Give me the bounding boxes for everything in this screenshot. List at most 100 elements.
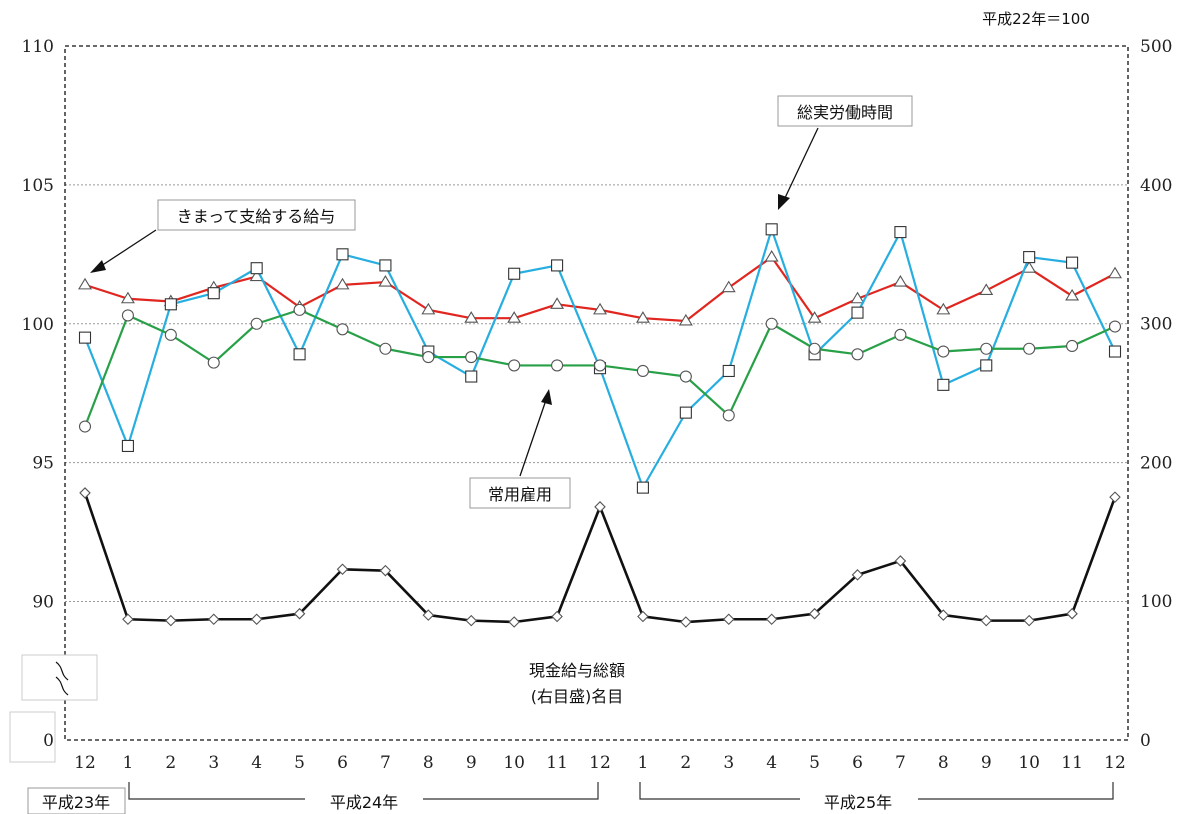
x-tick-label: 2 <box>165 753 176 773</box>
point-employment <box>422 351 435 364</box>
series-line-hours <box>83 228 1116 489</box>
point-hours <box>121 439 134 453</box>
point-cash <box>379 564 392 577</box>
point-cash <box>551 610 563 623</box>
point-cash <box>594 501 606 513</box>
point-hours <box>207 287 220 300</box>
point-cash <box>422 609 435 621</box>
year-brackets: 平成23年 平成24年 平成25年 <box>27 782 1114 814</box>
point-kimatte <box>678 313 693 326</box>
point-kimatte <box>1065 288 1080 301</box>
point-kimatte <box>120 291 135 304</box>
point-cash <box>680 616 692 628</box>
x-tick-label: 8 <box>938 753 949 773</box>
point-kimatte <box>507 311 522 323</box>
x-tick-label: 1 <box>638 753 649 773</box>
point-cash <box>207 613 220 626</box>
x-tick-label: 5 <box>809 753 820 773</box>
point-hours <box>937 378 950 391</box>
point-cash <box>980 614 993 627</box>
point-cash <box>79 487 91 499</box>
point-kimatte <box>378 275 393 287</box>
point-hours <box>722 364 735 378</box>
point-cash <box>894 555 907 567</box>
left-tick-label: 110 <box>22 37 54 57</box>
point-kimatte <box>979 283 994 295</box>
point-hours <box>250 262 263 275</box>
right-tick-label: 0 <box>1140 731 1151 751</box>
annotation-cash: 現金給与総額 (右目盛)名目 <box>529 661 625 706</box>
x-tick-label: 12 <box>74 753 96 773</box>
legend-label-cash-sub: (右目盛)名目 <box>531 687 624 706</box>
left-tick-label: 90 <box>32 593 54 613</box>
point-kimatte <box>593 302 607 315</box>
x-tick-label: 12 <box>1104 753 1126 773</box>
right-tick-label: 300 <box>1140 315 1172 335</box>
point-hours <box>636 481 649 494</box>
x-tick-label: 10 <box>1018 753 1040 773</box>
point-employment <box>722 409 735 422</box>
annotation-hours: 総実労働時間 <box>777 95 913 210</box>
point-employment <box>937 345 950 358</box>
point-kimatte <box>893 275 908 287</box>
right-tick-label: 100 <box>1140 592 1172 612</box>
x-tick-label: 3 <box>723 753 734 773</box>
legend-label-cash: 現金給与総額 <box>529 661 625 680</box>
point-employment <box>808 342 821 355</box>
annotation-kimatte: きまって支給する給与 <box>90 199 356 273</box>
point-hours <box>164 298 177 311</box>
point-cash <box>851 569 864 581</box>
left-tick-label: 95 <box>32 454 54 474</box>
x-tick-labels: 12 1 2 3 4 5 6 7 8 9 10 11 12 1 2 3 4 5 6 7 8 9 10 11 12 <box>74 753 1126 773</box>
point-hours <box>336 248 349 261</box>
point-cash <box>508 616 520 628</box>
point-employment <box>1066 339 1079 353</box>
point-employment <box>894 328 907 341</box>
point-hours <box>1066 256 1079 269</box>
plot-frame <box>64 45 1129 741</box>
point-kimatte <box>464 311 479 323</box>
point-cash <box>293 607 306 620</box>
point-employment <box>851 348 864 361</box>
x-tick-label: 1 <box>123 753 134 773</box>
point-hours <box>379 259 392 272</box>
point-employment <box>636 364 649 378</box>
year-label-h24: 平成24年 <box>330 793 398 812</box>
x-tick-label: 7 <box>895 753 906 773</box>
point-employment <box>164 328 177 341</box>
x-tick-label: 4 <box>251 753 262 773</box>
left-tick-labels: 110 105 100 95 90 0 <box>22 37 54 751</box>
point-kimatte <box>807 311 822 323</box>
point-cash <box>808 607 821 620</box>
point-employment <box>207 356 220 369</box>
axis-break <box>9 654 98 763</box>
point-employment <box>765 317 778 330</box>
x-tick-label: 10 <box>503 753 525 773</box>
point-hours <box>78 331 92 344</box>
point-hours <box>980 359 993 372</box>
point-kimatte <box>78 277 92 290</box>
x-tick-label: 9 <box>981 753 992 773</box>
point-kimatte <box>550 297 565 309</box>
point-cash <box>937 609 950 621</box>
x-tick-label: 6 <box>337 753 348 773</box>
point-kimatte <box>335 277 350 290</box>
point-hours <box>851 306 864 319</box>
point-employment <box>980 342 993 355</box>
point-employment <box>293 303 306 316</box>
point-cash <box>250 613 263 626</box>
point-kimatte <box>721 280 736 293</box>
left-tick-label: 0 <box>43 731 54 751</box>
x-tick-label: 2 <box>680 753 691 773</box>
x-tick-label: 4 <box>766 753 777 773</box>
legend-label-kimatte: きまって支給する給与 <box>177 207 336 226</box>
point-hours <box>508 267 521 280</box>
point-cash <box>1066 607 1078 620</box>
year-label-h25: 平成25年 <box>824 793 892 812</box>
point-cash <box>1109 491 1121 503</box>
x-tick-label: 3 <box>208 753 219 773</box>
legend-label-hours: 総実労働時間 <box>797 103 893 122</box>
point-hours <box>1023 251 1036 264</box>
point-cash <box>765 613 778 626</box>
